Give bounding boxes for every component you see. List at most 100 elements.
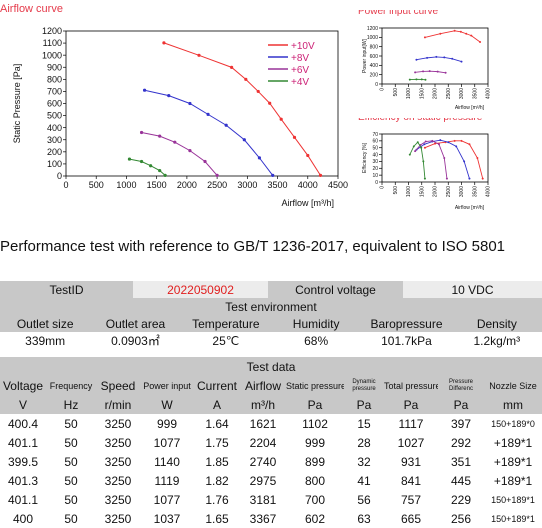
y-tick-label: 700 [47,87,62,97]
table-cell: 1621 [240,414,286,433]
data-point [455,145,457,147]
test-data-table: Test data Voltage Frequency Speed Power … [0,357,542,528]
table-cell: 32 [344,452,384,471]
y-tick-label: 0 [57,171,62,181]
legend-label: +4V [291,77,309,88]
data-point [244,78,247,81]
x-tick-label: 3000 [237,180,257,190]
col-header: Voltage [0,376,46,395]
y-tick-label: 1000 [367,35,378,41]
col-header: Total pressure [384,376,438,395]
x-tick-label: 3500 [472,88,478,99]
y-tick-label: 40 [372,152,378,158]
y-tick-label: 1000 [42,50,62,60]
x-tick-label: 500 [393,186,399,195]
series-line [416,57,461,62]
x-tick-label: 4500 [328,180,348,190]
x-tick-label: 4000 [486,186,492,197]
data-point [197,54,200,57]
col-header: Current [194,376,240,395]
data-point [258,156,261,159]
data-point [461,61,463,63]
data-point [424,79,426,81]
env-value: 68% [271,332,361,349]
data-point [468,143,470,145]
table-cell: 700 [286,490,344,509]
data-point [243,138,246,141]
table-cell: 1.76 [194,490,240,509]
table-cell: 3250 [96,471,140,490]
x-axis-label: Airflow [m³/h] [281,198,334,208]
data-point [468,178,470,180]
y-axis-label: Static Pressure [Pa] [12,64,22,144]
table-cell: 1.82 [194,471,240,490]
data-point [438,143,440,145]
x-tick-label: 500 [89,180,104,190]
table-cell: 351 [438,452,484,471]
table-cell: 3250 [96,414,140,433]
env-header: Test environment [0,298,542,315]
y-tick-label: 400 [370,63,379,69]
env-label: Outlet area [90,315,180,332]
data-header: Test data [0,357,542,376]
y-tick-label: 300 [47,135,62,145]
col-unit: mm [484,395,542,414]
env-label: Outlet size [0,315,90,332]
y-tick-label: 100 [47,159,62,169]
data-point [460,31,462,33]
y-tick-label: 200 [47,147,62,157]
control-voltage-label: Control voltage [268,281,403,298]
chart-title: Power input curve [358,10,438,17]
data-point [429,70,431,72]
data-point [271,174,274,177]
data-point [439,139,441,141]
chart-title: Efficiency on static pressure [358,118,483,123]
data-point [437,71,439,73]
col-header: Power input [140,376,194,395]
series-line [415,141,447,179]
data-point [158,169,161,172]
data-point [454,30,456,32]
data-point [140,160,143,163]
data-point [426,57,428,59]
x-tick-label: 2000 [433,186,439,197]
series-line [425,141,483,179]
data-point [413,145,415,147]
table-cell: 1077 [140,490,194,509]
env-label: Density [452,315,542,332]
data-point [415,78,417,80]
x-tick-label: 1500 [419,88,425,99]
table-cell: 3250 [96,452,140,471]
table-cell: 50 [46,433,96,452]
legend-label: +10V [291,41,315,52]
table-cell: 1140 [140,452,194,471]
table-cell: 931 [384,452,438,471]
y-tick-label: 10 [372,173,378,179]
x-tick-label: 0 [380,186,386,189]
x-tick-label: 2000 [177,180,197,190]
data-point [445,72,447,74]
y-tick-label: 200 [370,72,379,78]
table-cell: +189*1 [484,471,542,490]
table-cell: 150+189*0 [484,414,542,433]
table-cell: 1.64 [194,414,240,433]
series-line [410,142,425,178]
x-tick-label: 4000 [486,88,492,99]
x-tick-label: 0 [63,180,68,190]
x-tick-label: 500 [393,88,399,97]
x-tick-label: 2000 [433,88,439,99]
data-point [443,56,445,58]
table-cell: 1119 [140,471,194,490]
data-point [216,174,219,177]
y-tick-label: 1200 [367,26,378,32]
data-point [424,36,426,38]
col-header: Airflow [240,376,286,395]
report-title: Performance test with reference to GB/T … [0,238,542,255]
table-cell: 150+189*1 [484,490,542,509]
